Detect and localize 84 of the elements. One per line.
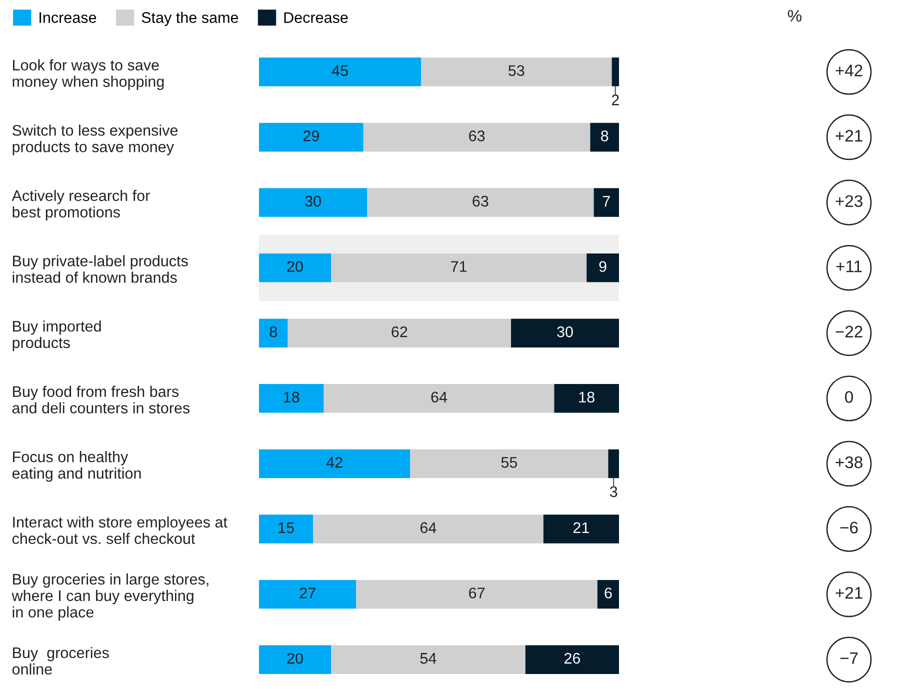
y-tick-label: Interact with store employees at check-out vs. self checkout [12, 516, 228, 544]
data-label: 8 [601, 130, 608, 142]
bar [259, 514, 313, 544]
data-label: 42 [326, 457, 342, 468]
y-tick-label: Buy imported products [12, 320, 101, 352]
data-label: 30 [557, 326, 573, 338]
text: +21 [836, 586, 862, 599]
data-label: 3 [610, 486, 618, 498]
data-label: 2 [612, 94, 619, 106]
y-tick-label: Look for ways to save money when shopping [12, 59, 164, 90]
data-label: 18 [579, 392, 594, 403]
data-label: 20 [287, 652, 303, 664]
data-label: 63 [469, 130, 485, 142]
bar [259, 188, 367, 217]
data-label: 20 [287, 261, 303, 272]
data-label: 27 [300, 588, 316, 598]
data-label: 26 [564, 652, 580, 664]
text: +38 [836, 456, 862, 468]
bar [612, 58, 619, 86]
data-label: 9 [599, 261, 606, 272]
data-label: 6 [604, 588, 612, 598]
text: +23 [836, 195, 862, 207]
text: +42 [836, 64, 862, 76]
y-tick-label: Buy private-label products instead of known brands [12, 255, 188, 283]
data-label: 21 [573, 522, 589, 533]
y-tick-label: Buy groceries online [12, 646, 109, 675]
y-tick-label: Focus on healthy eating and nutrition [12, 451, 141, 482]
text: +21 [836, 130, 862, 142]
text: % [788, 10, 802, 22]
bar [331, 645, 526, 674]
data-label: 67 [469, 588, 485, 598]
bar [259, 58, 421, 86]
legend-label: Increase [40, 12, 96, 23]
y-tick-label: Buy groceries in large stores, where I can buy everything in one place [12, 573, 208, 621]
data-label: 15 [278, 522, 294, 534]
data-label: 8 [270, 326, 277, 338]
bar [367, 188, 594, 217]
bar [594, 188, 619, 217]
data-label: 71 [451, 261, 467, 272]
text: −6 [840, 522, 858, 534]
bar [356, 580, 598, 609]
bar [259, 318, 288, 348]
data-label: 7 [602, 196, 610, 206]
data-label: 29 [303, 130, 319, 142]
data-label: 53 [508, 65, 524, 76]
data-label: 63 [472, 196, 488, 207]
data-label: 64 [420, 522, 436, 534]
text: −22 [836, 326, 862, 338]
bar [259, 122, 364, 152]
text: 0 [845, 391, 853, 403]
bar [608, 449, 619, 478]
bar [586, 253, 619, 282]
bar [597, 580, 619, 609]
y-tick-label: Switch to less expensive products to save money [12, 124, 178, 156]
y-tick-label: Actively research for best promotions [12, 190, 150, 221]
bar [259, 645, 331, 674]
bar [554, 384, 619, 413]
bar [410, 449, 608, 478]
bar [259, 253, 331, 282]
text: +11 [836, 260, 862, 272]
bar [288, 318, 511, 348]
bar [259, 384, 324, 413]
data-label: 18 [284, 392, 300, 403]
data-label: 54 [420, 653, 436, 664]
y-tick-label: Buy food from fresh bars and deli counters in stores [12, 386, 190, 414]
data-label: 62 [392, 326, 408, 338]
bar [331, 253, 587, 282]
bar [590, 122, 619, 152]
legend-label: Stay the same [142, 12, 238, 26]
bar [525, 645, 619, 674]
bar [511, 318, 619, 348]
bar [324, 384, 554, 413]
bar [259, 449, 410, 478]
data-label: 45 [332, 65, 348, 76]
bar [259, 580, 356, 609]
text: −7 [840, 652, 858, 664]
bar [421, 58, 612, 86]
data-label: 64 [431, 392, 448, 403]
bar [363, 122, 590, 152]
legend-label: Decrease [284, 12, 348, 23]
bar [313, 514, 544, 544]
data-label: 55 [501, 457, 518, 468]
data-label: 30 [305, 196, 321, 207]
bar [543, 514, 619, 544]
